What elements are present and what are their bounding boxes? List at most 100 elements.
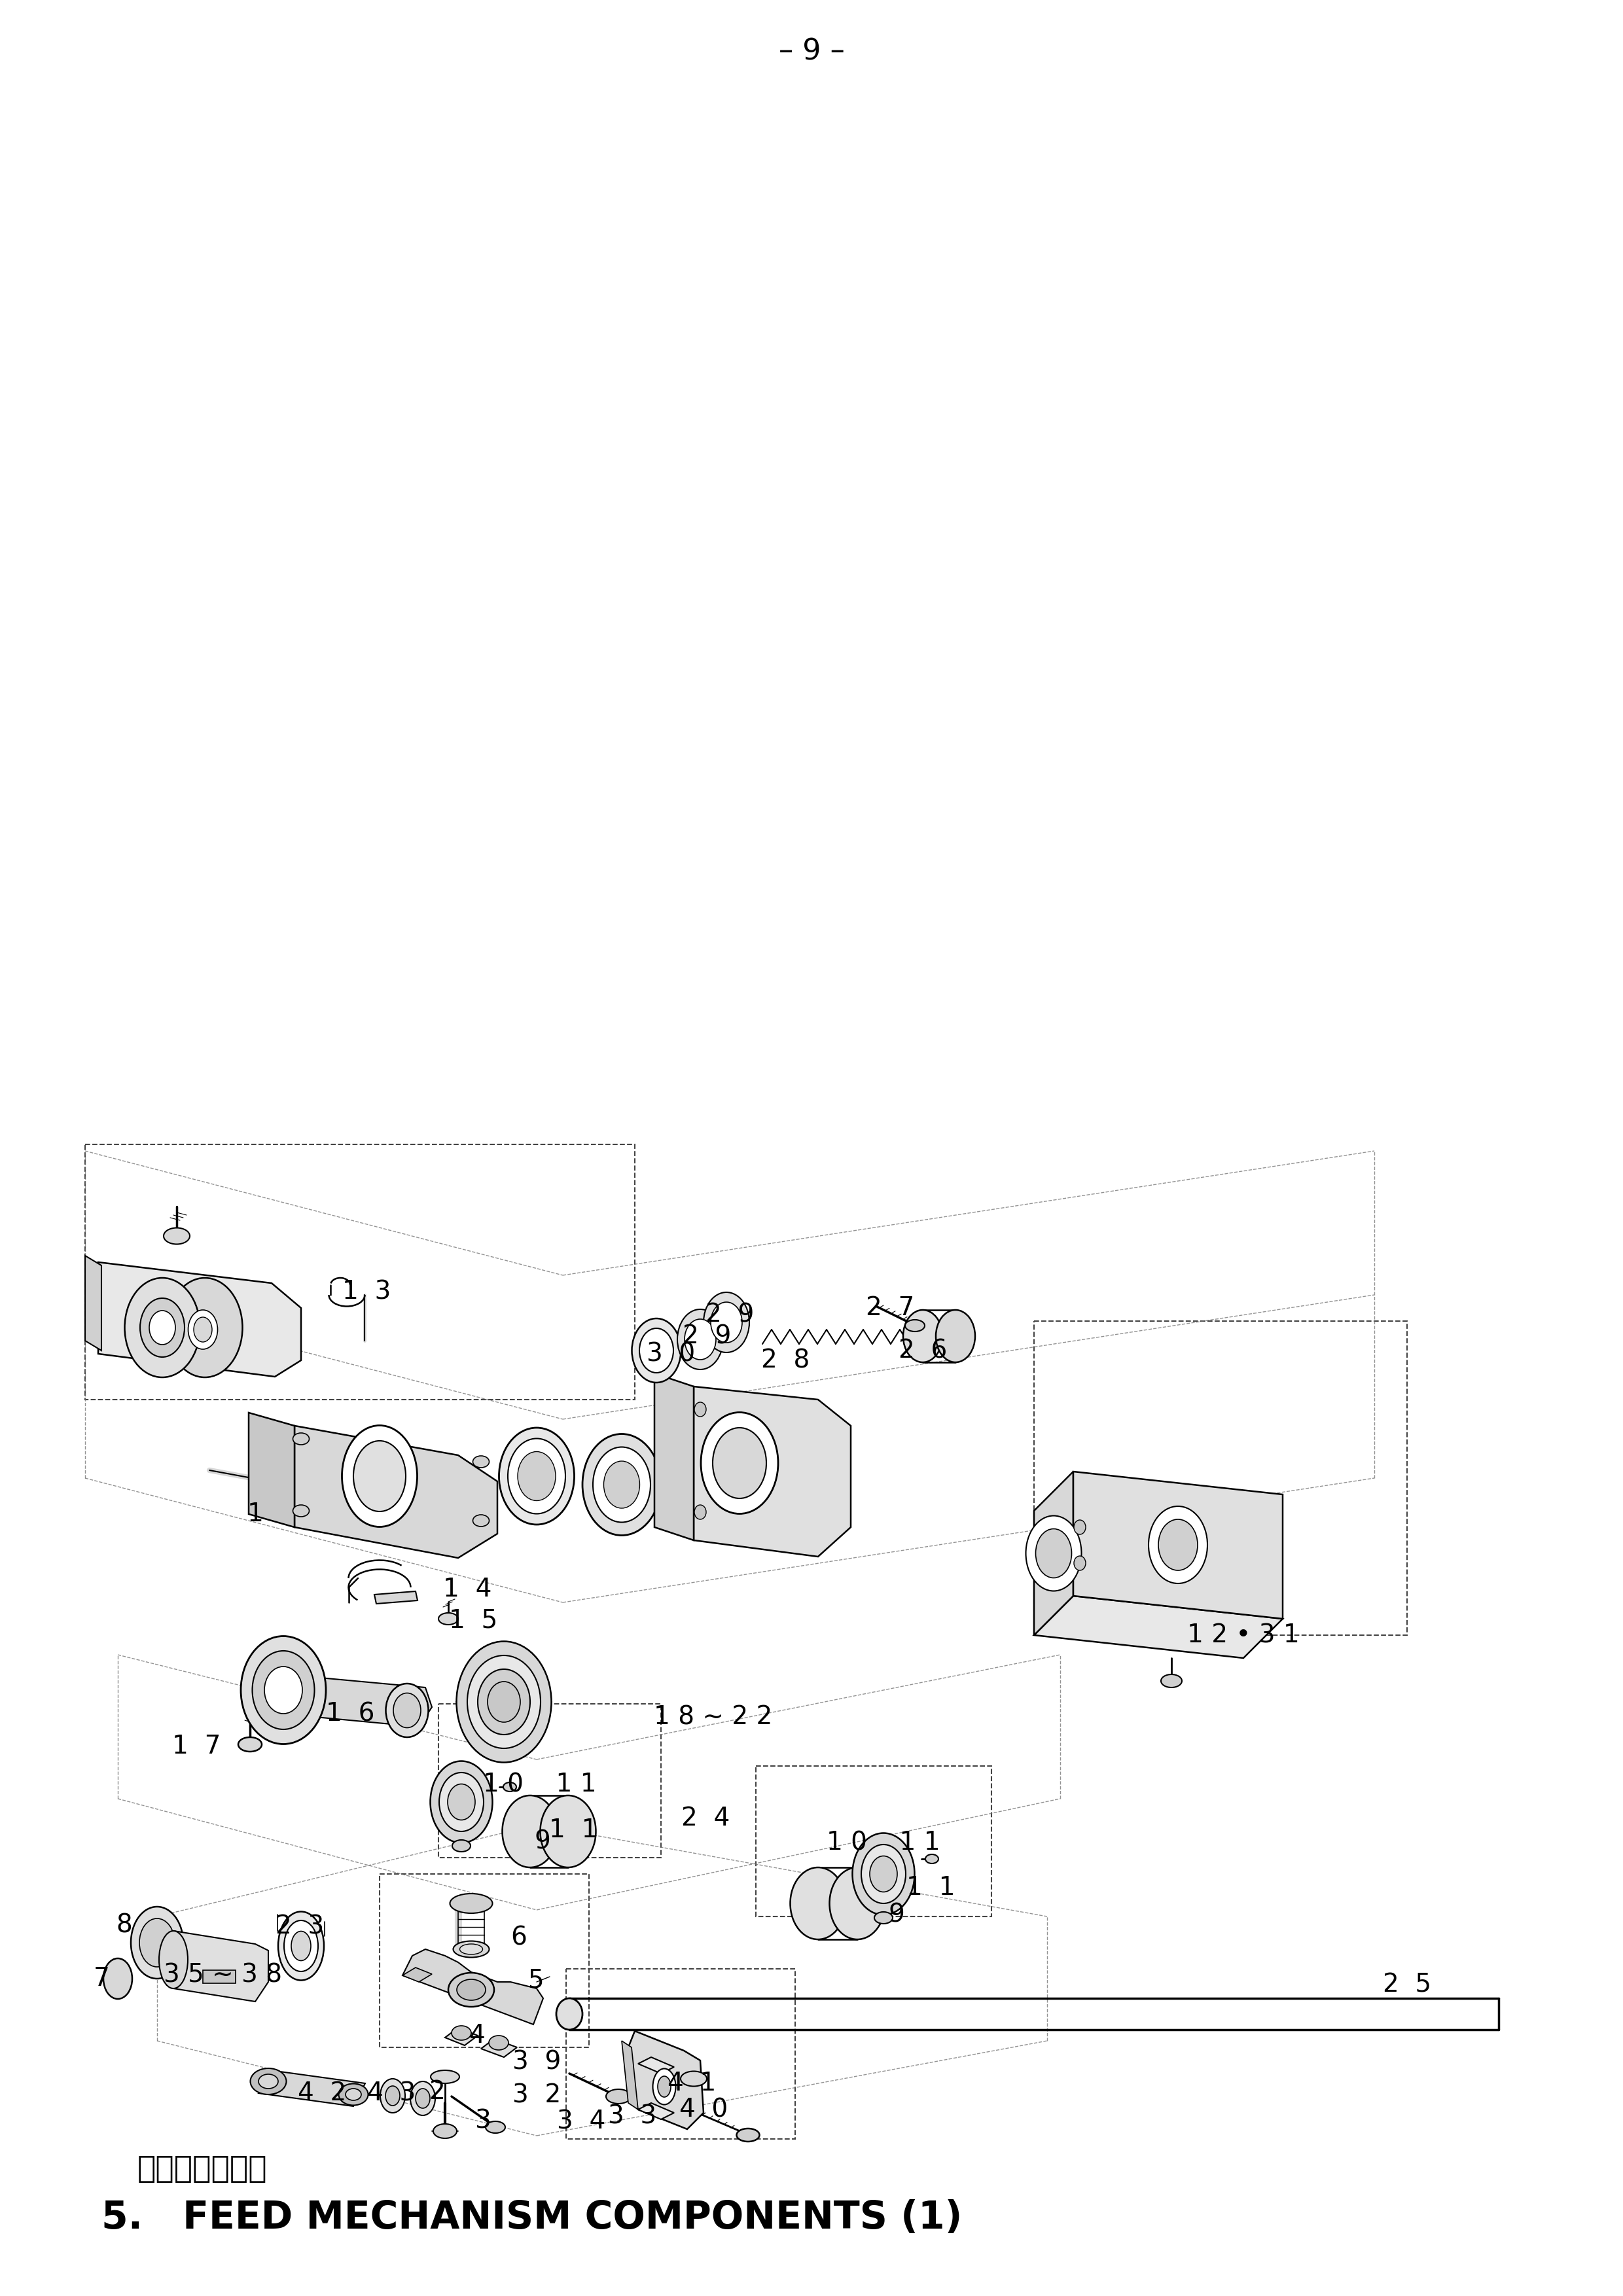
Ellipse shape — [875, 1913, 893, 1924]
Ellipse shape — [870, 1855, 898, 1892]
Ellipse shape — [167, 1279, 242, 1378]
Ellipse shape — [472, 1515, 489, 1527]
Polygon shape — [403, 1949, 544, 2025]
Text: 7: 7 — [93, 1965, 110, 1991]
Polygon shape — [1034, 1596, 1282, 1658]
Ellipse shape — [415, 2089, 430, 2108]
Text: 3  0: 3 0 — [646, 1341, 695, 1366]
Text: 2  8: 2 8 — [761, 1348, 810, 1373]
Text: 8: 8 — [117, 1913, 133, 1938]
Text: 9: 9 — [888, 1901, 904, 1926]
Text: 2: 2 — [428, 2080, 445, 2105]
Text: 4  1: 4 1 — [667, 2071, 716, 2096]
Text: 2  4: 2 4 — [682, 1807, 730, 1830]
Ellipse shape — [140, 1919, 175, 1968]
Ellipse shape — [852, 1832, 915, 1915]
Ellipse shape — [657, 2076, 670, 2096]
Text: 1: 1 — [247, 1502, 263, 1527]
Text: 4  0: 4 0 — [678, 2096, 727, 2122]
Ellipse shape — [354, 1442, 406, 1511]
Polygon shape — [248, 1412, 294, 1527]
Bar — [84, 1143, 635, 1401]
Ellipse shape — [450, 1894, 492, 1913]
Ellipse shape — [508, 1440, 565, 1513]
Text: 2  3: 2 3 — [276, 1915, 325, 1938]
Ellipse shape — [583, 1435, 661, 1536]
Ellipse shape — [430, 2071, 459, 2082]
Ellipse shape — [518, 1451, 555, 1502]
Text: 1 0    1 1: 1 0 1 1 — [826, 1830, 940, 1855]
Ellipse shape — [149, 1311, 175, 1345]
Text: 2  7: 2 7 — [865, 1295, 914, 1320]
Ellipse shape — [291, 1931, 312, 1961]
Ellipse shape — [712, 1428, 766, 1499]
Ellipse shape — [1159, 1520, 1198, 1570]
Ellipse shape — [411, 2082, 435, 2115]
Text: 1 0    1 1: 1 0 1 1 — [484, 1773, 597, 1798]
Ellipse shape — [685, 1320, 716, 1359]
Ellipse shape — [639, 1329, 674, 1373]
Ellipse shape — [393, 1692, 420, 1727]
Text: 1 2 • 3 1: 1 2 • 3 1 — [1188, 1623, 1300, 1649]
Text: 2  5: 2 5 — [1383, 1972, 1431, 1998]
Ellipse shape — [1160, 1674, 1182, 1688]
Ellipse shape — [936, 1311, 975, 1362]
Text: 1  1: 1 1 — [906, 1876, 954, 1901]
Ellipse shape — [438, 1612, 458, 1626]
Polygon shape — [445, 2027, 477, 2046]
Polygon shape — [622, 2041, 638, 2110]
Text: 5.   FEED MECHANISM COMPONENTS (1): 5. FEED MECHANISM COMPONENTS (1) — [101, 2200, 962, 2236]
Text: 1 8 ∼ 2 2: 1 8 ∼ 2 2 — [654, 1704, 773, 1729]
Ellipse shape — [902, 1311, 943, 1362]
Ellipse shape — [451, 2025, 471, 2041]
Bar — [1034, 1320, 1407, 1635]
Bar — [566, 1970, 795, 2140]
Ellipse shape — [502, 1795, 558, 1867]
Ellipse shape — [140, 1297, 185, 1357]
Ellipse shape — [701, 1412, 777, 1513]
Ellipse shape — [1074, 1520, 1086, 1534]
Ellipse shape — [485, 2122, 505, 2133]
Ellipse shape — [240, 1637, 326, 1745]
Polygon shape — [403, 1968, 432, 1981]
Text: 9: 9 — [534, 1830, 550, 1853]
Ellipse shape — [1035, 1529, 1071, 1577]
Ellipse shape — [557, 1998, 583, 2030]
Bar — [756, 1766, 992, 1917]
Ellipse shape — [737, 2128, 760, 2142]
Ellipse shape — [711, 1302, 742, 1343]
Polygon shape — [84, 1256, 101, 1350]
Ellipse shape — [284, 1919, 318, 1972]
Ellipse shape — [790, 1867, 846, 1940]
Ellipse shape — [292, 1504, 310, 1518]
Ellipse shape — [1074, 1557, 1086, 1570]
Ellipse shape — [604, 1460, 639, 1508]
Ellipse shape — [459, 1945, 482, 1954]
Ellipse shape — [829, 1867, 885, 1940]
Bar — [380, 1874, 589, 2048]
Text: 3  4: 3 4 — [557, 2108, 605, 2133]
Ellipse shape — [239, 1738, 261, 1752]
Ellipse shape — [472, 1456, 489, 1467]
Ellipse shape — [433, 2124, 456, 2138]
Text: 3  3: 3 3 — [609, 2103, 656, 2128]
Polygon shape — [638, 2103, 674, 2119]
Text: 1  5: 1 5 — [450, 1607, 498, 1632]
Text: – 9 –: – 9 – — [779, 37, 844, 67]
Ellipse shape — [346, 2089, 362, 2101]
Ellipse shape — [1026, 1515, 1081, 1591]
Polygon shape — [258, 2071, 365, 2105]
Polygon shape — [174, 1931, 268, 2002]
Polygon shape — [693, 1387, 850, 1557]
Ellipse shape — [477, 1669, 531, 1733]
Text: 送り関係（１）: 送り関係（１） — [138, 2154, 268, 2183]
Ellipse shape — [159, 1931, 188, 1988]
Ellipse shape — [703, 1293, 750, 1352]
Bar — [438, 1704, 661, 1857]
Text: 5: 5 — [527, 1968, 544, 1993]
Ellipse shape — [503, 1782, 516, 1791]
Ellipse shape — [631, 1318, 682, 1382]
Bar — [203, 1970, 235, 1984]
Ellipse shape — [380, 2078, 406, 2112]
Ellipse shape — [265, 1667, 302, 1713]
